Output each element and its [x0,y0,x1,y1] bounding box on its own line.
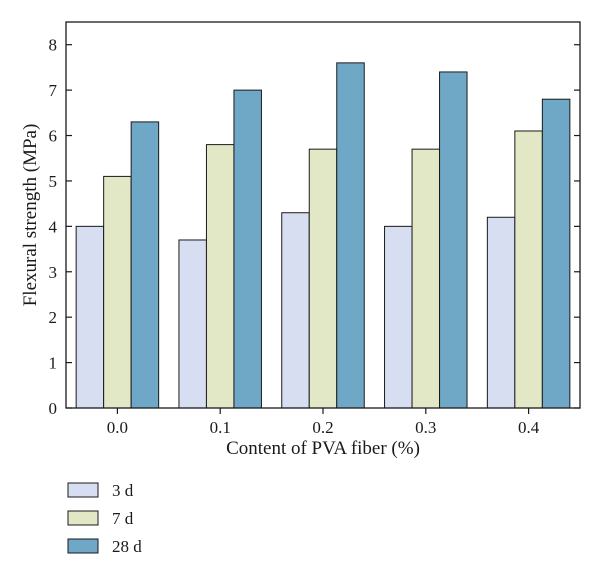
bar [75,225,105,409]
y-tick-label: 5 [49,172,58,191]
y-tick-label: 4 [49,217,58,236]
legend: 3 d 7 d 28 d [67,481,142,556]
x-tick-label: 0.3 [415,418,436,437]
x-axis-title: Content of PVA fiber (%) [226,438,420,459]
legend-swatch [67,482,99,498]
bar [178,239,207,409]
y-tick-label: 7 [49,81,58,100]
y-axis-title: Flexural strength (MPa) [20,124,41,307]
bar [281,212,310,409]
bar [514,130,543,409]
y-tick-label: 2 [49,308,58,327]
x-tick-label: 0.1 [210,418,231,437]
bar [103,175,132,409]
bar [486,216,516,409]
y-tick-label: 0 [49,399,58,418]
legend-swatch [67,510,99,526]
x-tick-label: 0.4 [518,418,540,437]
bar [233,89,262,409]
bar [205,144,235,409]
bar [336,62,365,409]
bar [130,121,160,409]
bar [541,98,571,409]
bar [439,71,468,409]
y-axis: 0 1 2 3 4 5 6 7 8 [49,36,580,418]
x-tick-label: 0.0 [107,418,128,437]
y-tick-label: 1 [49,354,58,373]
x-axis: 0.0 0.1 0.2 0.3 0.4 [107,408,540,437]
legend-label: 7 d [112,509,134,528]
y-tick-label: 8 [49,36,58,55]
x-tick-label: 0.2 [312,418,333,437]
legend-swatch [67,538,99,554]
y-tick-label: 3 [49,263,58,282]
bar [384,225,413,409]
legend-label: 28 d [112,537,142,556]
y-tick-label: 6 [49,127,58,146]
bars-group [75,62,571,409]
bar [411,148,441,409]
legend-label: 3 d [112,481,134,500]
bar [308,148,338,409]
